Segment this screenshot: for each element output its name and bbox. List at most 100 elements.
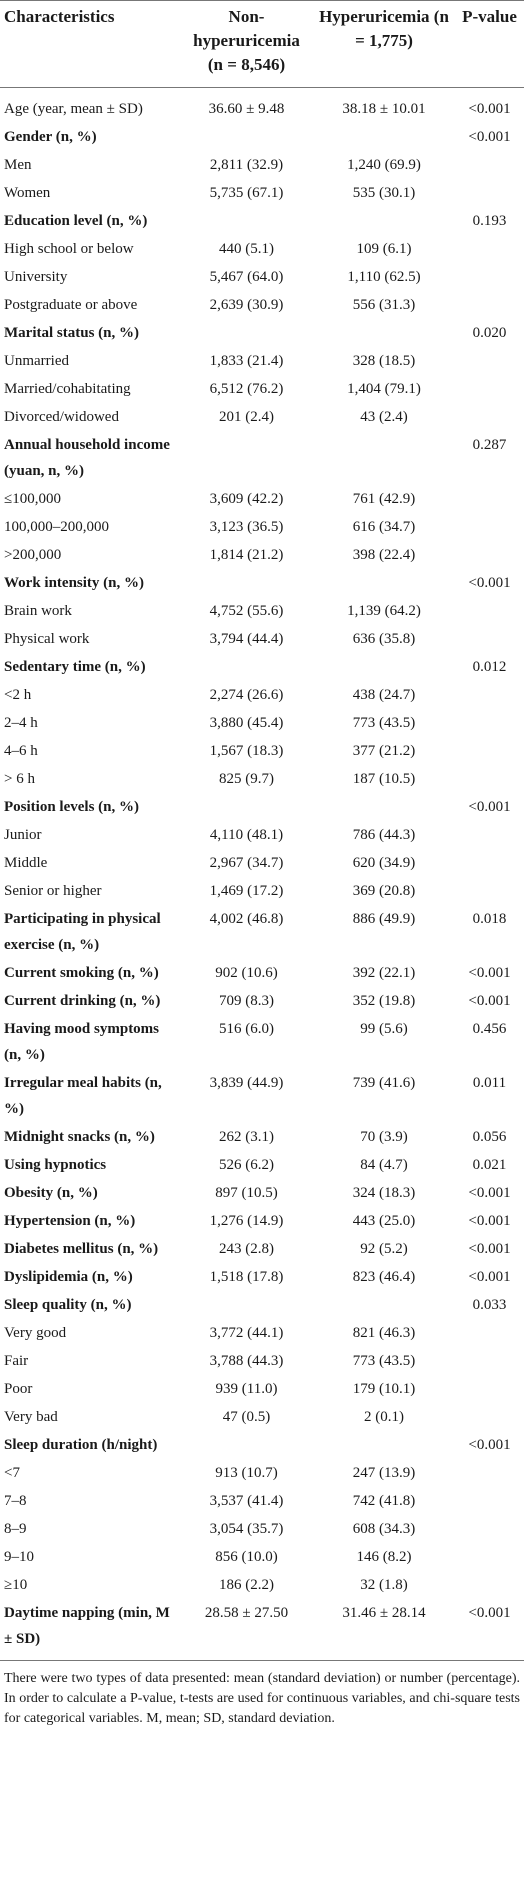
table-row: Current drinking (n, %) 709 (8.3) 352 (19.… <box>0 987 524 1015</box>
cell <box>455 681 524 709</box>
cell: 3,839 (44.9) <box>209 1075 284 1091</box>
header-cell: Hyperuricemia (n = 1,775) <box>313 0 455 88</box>
cell: 825 (9.7) <box>219 771 274 787</box>
table-row: Sedentary time (n, %) 0.012 <box>0 653 524 681</box>
row-label: University <box>4 269 68 285</box>
cell: 1,567 (18.3) <box>209 743 284 759</box>
row-label: >200,000 <box>4 547 62 563</box>
table-row: > 6 h 825 (9.7) 187 (10.5) <box>0 765 524 793</box>
cell: 99 (5.6) <box>360 1021 408 1037</box>
table-row: Work intensity (n, %) <0.001 <box>0 569 524 597</box>
row-label: Midnight snacks (n, %) <box>4 1129 155 1145</box>
row-label: > 6 h <box>4 771 35 787</box>
cell <box>455 625 524 653</box>
cell: 773 (43.5) <box>352 715 416 731</box>
cell: 526 (6.2) <box>219 1157 274 1173</box>
cell <box>455 235 524 263</box>
table-row: Poor 939 (11.0) 179 (10.1) <box>0 1375 524 1403</box>
cell: 0.011 <box>472 1075 507 1091</box>
cell: 179 (10.1) <box>352 1381 416 1397</box>
row-label: Poor <box>4 1381 33 1397</box>
row-label: Diabetes mellitus (n, %) <box>4 1241 159 1257</box>
table-row: Very bad 47 (0.5) 2 (0.1) <box>0 1403 524 1431</box>
table-row: Married/cohabitating 6,512 (76.2) 1,404 (7… <box>0 375 524 403</box>
table-row: Postgraduate or above 2,639 (30.9) 556 (31… <box>0 291 524 319</box>
cell: 0.287 <box>472 437 507 453</box>
table-row: Marital status (n, %) 0.020 <box>0 319 524 347</box>
table-row: Irregular meal habits (n, %) 3,839 (44.9)… <box>0 1069 524 1123</box>
cell: <0.001 <box>468 993 511 1009</box>
table-row: Men 2,811 (32.9) 1,240 (69.9) <box>0 151 524 179</box>
cell: 5,735 (67.1) <box>209 185 284 201</box>
cell <box>455 1375 524 1403</box>
cell <box>455 375 524 403</box>
cell: 443 (25.0) <box>352 1213 416 1229</box>
cell: <0.001 <box>455 1599 524 1661</box>
row-label: Married/cohabitating <box>4 381 131 397</box>
table-row: Unmarried 1,833 (21.4) 328 (18.5) <box>0 347 524 375</box>
table-row: Dyslipidemia (n, %) 1,518 (17.8) 823 (46.4… <box>0 1263 524 1291</box>
table: Characteristics Non-hyperuricemia (n = 8… <box>0 0 524 1661</box>
row-label: Very good <box>4 1325 67 1341</box>
row-label: 100,000–200,000 <box>4 519 109 535</box>
cell: 4,002 (46.8) <box>209 911 284 927</box>
cell: 620 (34.9) <box>352 855 416 871</box>
row-label: Senior or higher <box>4 883 102 899</box>
cell: 3,772 (44.1) <box>209 1325 284 1341</box>
header-cell: Non-hyperuricemia (n = 8,546) <box>180 0 313 88</box>
cell: 913 (10.7) <box>215 1465 278 1481</box>
table-row: Very good 3,772 (44.1) 821 (46.3) <box>0 1319 524 1347</box>
table-row: <2 h 2,274 (26.6) 438 (24.7) <box>0 681 524 709</box>
cell: 1,240 (69.9) <box>347 157 421 173</box>
cell <box>180 123 313 151</box>
table-row: Diabetes mellitus (n, %) 243 (2.8) 92 (5.2… <box>0 1235 524 1263</box>
cell: 328 (18.5) <box>352 353 416 369</box>
table-row: Physical work 3,794 (44.4) 636 (35.8) <box>0 625 524 653</box>
row-label: Using hypnotics <box>4 1157 107 1173</box>
cell <box>180 653 313 681</box>
table-row: Position levels (n, %) <0.001 <box>0 793 524 821</box>
cell: 886 (49.9) <box>352 911 416 927</box>
header-cell: Characteristics <box>0 0 180 88</box>
cell <box>313 793 455 821</box>
cell: 897 (10.5) <box>215 1185 278 1201</box>
cell <box>455 513 524 541</box>
row-label: Annual household income (yuan, n, %) <box>4 437 170 479</box>
cell <box>455 263 524 291</box>
cell: 1,139 (64.2) <box>347 603 421 619</box>
cell: 31.46 ± 28.14 <box>313 1599 455 1661</box>
table-row: University 5,467 (64.0) 1,110 (62.5) <box>0 263 524 291</box>
cell: 70 (3.9) <box>360 1129 408 1145</box>
row-label: Physical work <box>4 631 90 647</box>
row-label: High school or below <box>4 241 134 257</box>
cell: 535 (30.1) <box>352 185 416 201</box>
table-row: >200,000 1,814 (21.2) 398 (22.4) <box>0 541 524 569</box>
cell: 438 (24.7) <box>352 687 416 703</box>
cell: 742 (41.8) <box>352 1493 416 1509</box>
cell <box>313 431 455 485</box>
row-label: 4–6 h <box>4 743 38 759</box>
table-row: Having mood symptoms (n, %) 516 (6.0) 99 (… <box>0 1015 524 1069</box>
cell: <0.001 <box>468 1437 511 1453</box>
cell: 262 (3.1) <box>219 1129 274 1145</box>
cell <box>455 1403 524 1431</box>
cell: 3,054 (35.7) <box>209 1521 284 1537</box>
row-label: Irregular meal habits (n, %) <box>4 1075 162 1117</box>
cell <box>455 877 524 905</box>
table-row: Junior 4,110 (48.1) 786 (44.3) <box>0 821 524 849</box>
cell: 43 (2.4) <box>360 409 408 425</box>
cell: <0.001 <box>468 575 511 591</box>
cell <box>313 207 455 235</box>
cell: 2,811 (32.9) <box>209 157 284 173</box>
cell <box>455 821 524 849</box>
table-row: Daytime napping (min, M ± SD) 28.58 ± 27.… <box>0 1599 524 1661</box>
table-row: <7 913 (10.7) 247 (13.9) <box>0 1459 524 1487</box>
row-label: Sleep duration (h/night) <box>4 1437 158 1453</box>
row-label: Sedentary time (n, %) <box>4 659 146 675</box>
cell <box>455 765 524 793</box>
cell: 616 (34.7) <box>352 519 416 535</box>
cell: 0.193 <box>472 213 507 229</box>
cell: 786 (44.3) <box>352 827 416 843</box>
row-label: Current smoking (n, %) <box>4 965 159 981</box>
cell: 28.58 ± 27.50 <box>180 1599 313 1661</box>
